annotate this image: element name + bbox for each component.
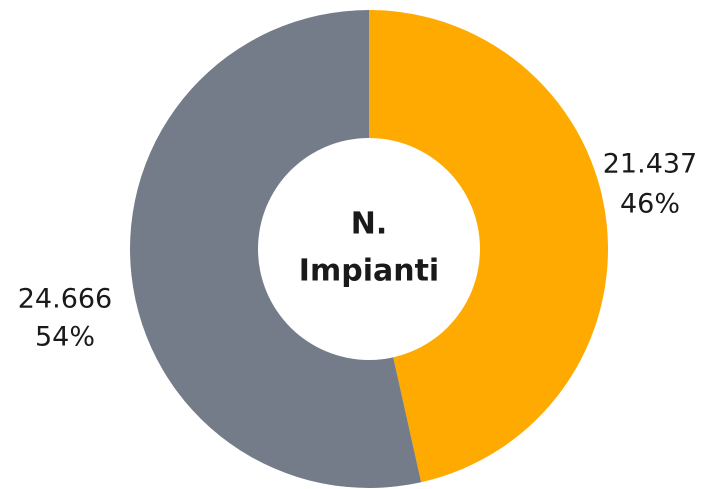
center-label: N. — [351, 207, 388, 242]
value-label: 21.437 — [603, 149, 697, 180]
donut-hole — [258, 138, 480, 360]
value-label: 24.666 — [18, 284, 112, 315]
percentage-label: 54% — [35, 322, 95, 353]
percentage-label: 46% — [620, 189, 680, 220]
wedge — [369, 10, 608, 483]
center-label: Impianti — [299, 254, 439, 289]
